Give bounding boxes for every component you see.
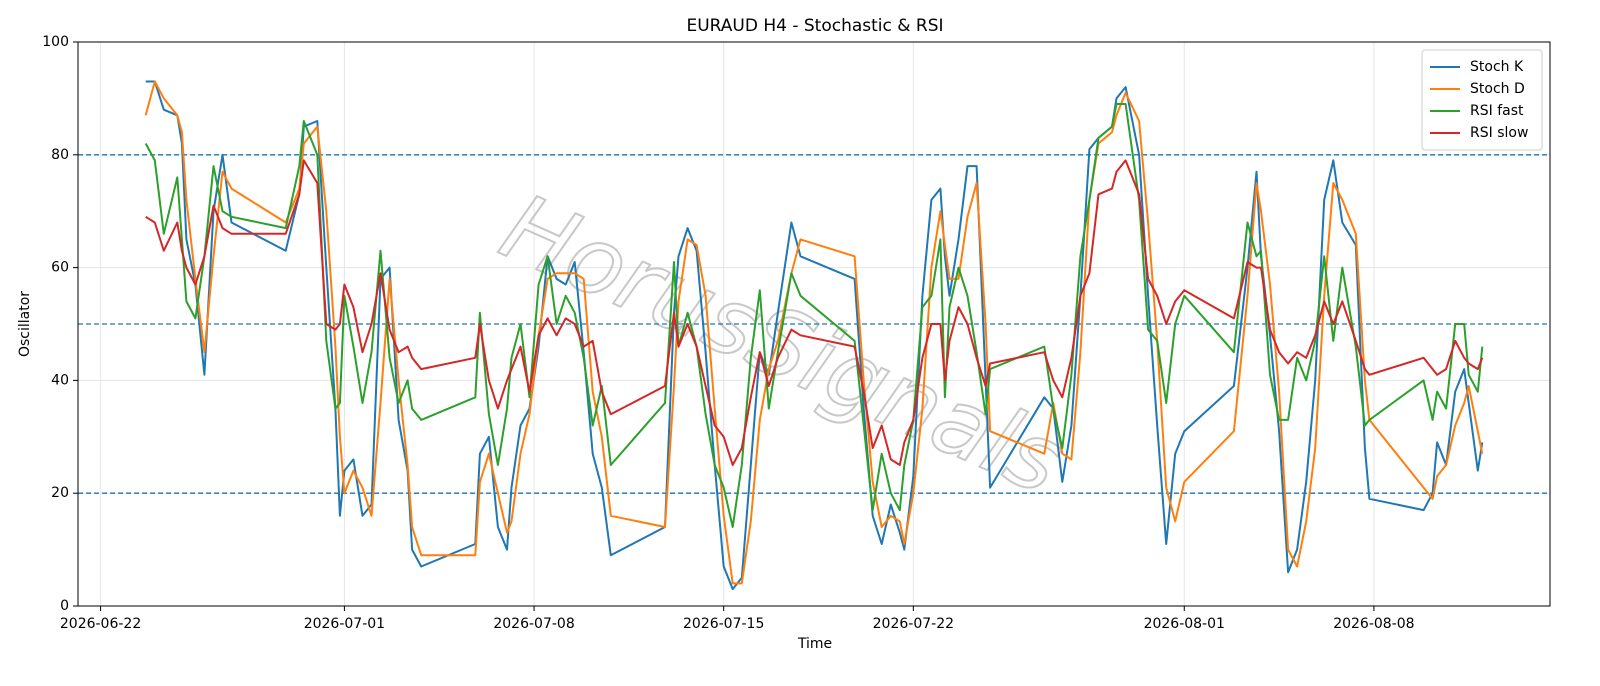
x-tick-label: 2026-07-01 [304,616,385,632]
y-tick-label: 60 [51,260,69,276]
y-axis-label: Oscillator [17,291,33,357]
x-tick-label: 2026-08-08 [1333,616,1414,632]
series-line [145,159,1484,466]
legend-label: RSI slow [1470,125,1528,141]
x-axis-label: Time [797,636,832,652]
x-tick-label: 2026-07-22 [873,616,954,632]
legend-label: RSI fast [1470,103,1524,119]
legend-label: Stoch D [1470,81,1525,97]
series-line [144,80,1484,585]
chart-title: EURAUD H4 - Stochastic & RSI [686,16,943,36]
y-tick-label: 40 [51,372,69,388]
y-tick-label: 80 [51,147,69,163]
y-tick-label: 20 [51,485,69,501]
plot-frame [77,41,1551,607]
x-tick-label: 2026-07-08 [493,616,574,632]
x-tick-label: 2026-08-01 [1144,616,1225,632]
x-tick-label: 2026-07-15 [683,616,764,632]
legend-label: Stoch K [1470,59,1524,75]
series-line [144,103,1484,528]
legend-box [1421,49,1543,151]
x-tick-label: 2026-06-22 [60,616,141,632]
y-tick-label: 100 [42,34,69,50]
y-tick-label: 0 [60,598,69,614]
series-line [145,80,1484,591]
